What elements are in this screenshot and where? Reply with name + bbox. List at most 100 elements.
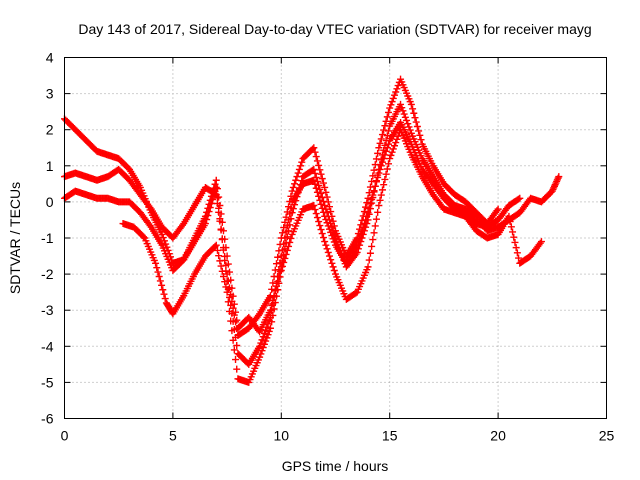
data-point xyxy=(313,214,321,222)
data-point xyxy=(295,165,303,173)
data-point xyxy=(275,247,283,255)
data-point xyxy=(228,284,236,292)
data-point xyxy=(359,223,367,231)
data-point xyxy=(277,252,285,260)
data-point xyxy=(313,157,321,165)
data-point xyxy=(257,339,265,347)
data-point xyxy=(362,203,370,211)
data-point xyxy=(316,196,324,204)
data-point xyxy=(365,189,373,197)
data-point xyxy=(362,216,370,224)
y-tick-label: -4 xyxy=(41,338,54,354)
data-point xyxy=(413,122,421,130)
data-point xyxy=(318,204,326,212)
data-point xyxy=(324,248,332,256)
data-point xyxy=(384,160,392,168)
data-point xyxy=(494,205,502,213)
data-point xyxy=(294,169,302,177)
data-point xyxy=(217,210,225,218)
data-point xyxy=(384,140,392,148)
data-point xyxy=(233,365,241,373)
data-point xyxy=(550,184,558,192)
data-point xyxy=(206,204,214,212)
data-point xyxy=(555,173,563,181)
data-point xyxy=(394,82,402,90)
data-point xyxy=(201,220,209,228)
data-point xyxy=(322,216,330,224)
data-point xyxy=(260,329,268,337)
x-tick-label: 10 xyxy=(274,428,290,444)
data-point xyxy=(275,279,283,287)
data-point xyxy=(274,253,282,261)
data-point xyxy=(370,166,378,174)
data-point xyxy=(387,151,395,159)
data-point xyxy=(232,308,240,316)
data-point xyxy=(380,126,388,134)
data-point xyxy=(160,237,168,245)
data-point xyxy=(375,144,383,152)
data-point xyxy=(285,216,293,224)
data-point xyxy=(364,194,372,202)
x-tick-label: 25 xyxy=(599,428,615,444)
data-point xyxy=(329,263,337,271)
data-point xyxy=(282,228,290,236)
data-point xyxy=(319,208,327,216)
data-point xyxy=(232,356,240,364)
data-point xyxy=(317,200,325,208)
data-point xyxy=(282,250,290,258)
data-point xyxy=(378,131,386,139)
data-point xyxy=(204,212,212,220)
data-point xyxy=(550,182,558,190)
data-point xyxy=(398,104,406,112)
data-point xyxy=(281,218,289,226)
data-point xyxy=(383,113,391,121)
data-point xyxy=(312,153,320,161)
data-point xyxy=(384,127,392,135)
data-point xyxy=(156,277,164,285)
data-point xyxy=(160,290,168,298)
data-point xyxy=(311,169,319,177)
series-track-a xyxy=(61,75,502,339)
data-point xyxy=(221,278,229,286)
data-point xyxy=(286,238,294,246)
data-point xyxy=(233,341,241,349)
data-point xyxy=(256,353,264,361)
data-point xyxy=(310,202,318,210)
data-point xyxy=(321,238,329,246)
data-point xyxy=(259,333,267,341)
data-point xyxy=(264,320,272,328)
data-point xyxy=(328,259,336,267)
data-point xyxy=(376,196,384,204)
data-point xyxy=(516,194,524,202)
data-point xyxy=(376,165,384,173)
data-point xyxy=(256,342,264,350)
data-point xyxy=(319,234,327,242)
data-point xyxy=(153,264,161,272)
data-point xyxy=(316,166,324,174)
data-point xyxy=(378,186,386,194)
data-point xyxy=(509,228,517,236)
y-tick-label: 0 xyxy=(46,194,54,210)
data-point xyxy=(358,227,366,235)
data-point xyxy=(386,104,394,112)
data-point xyxy=(375,202,383,210)
data-point xyxy=(164,246,172,254)
x-tick-label: 5 xyxy=(169,428,177,444)
data-point xyxy=(330,238,338,246)
data-point xyxy=(393,135,401,143)
y-axis-label: SDTVAR / TECUs xyxy=(7,182,23,294)
data-point xyxy=(280,240,288,248)
data-point xyxy=(392,139,400,147)
data-point xyxy=(229,336,237,344)
data-point xyxy=(393,85,401,93)
data-point xyxy=(203,216,211,224)
data-point xyxy=(553,177,561,185)
data-point xyxy=(325,203,333,211)
data-point xyxy=(377,162,385,170)
data-point xyxy=(365,204,373,212)
data-point xyxy=(366,183,374,191)
data-point xyxy=(285,242,293,250)
data-point xyxy=(224,298,232,306)
data-point xyxy=(400,110,408,118)
